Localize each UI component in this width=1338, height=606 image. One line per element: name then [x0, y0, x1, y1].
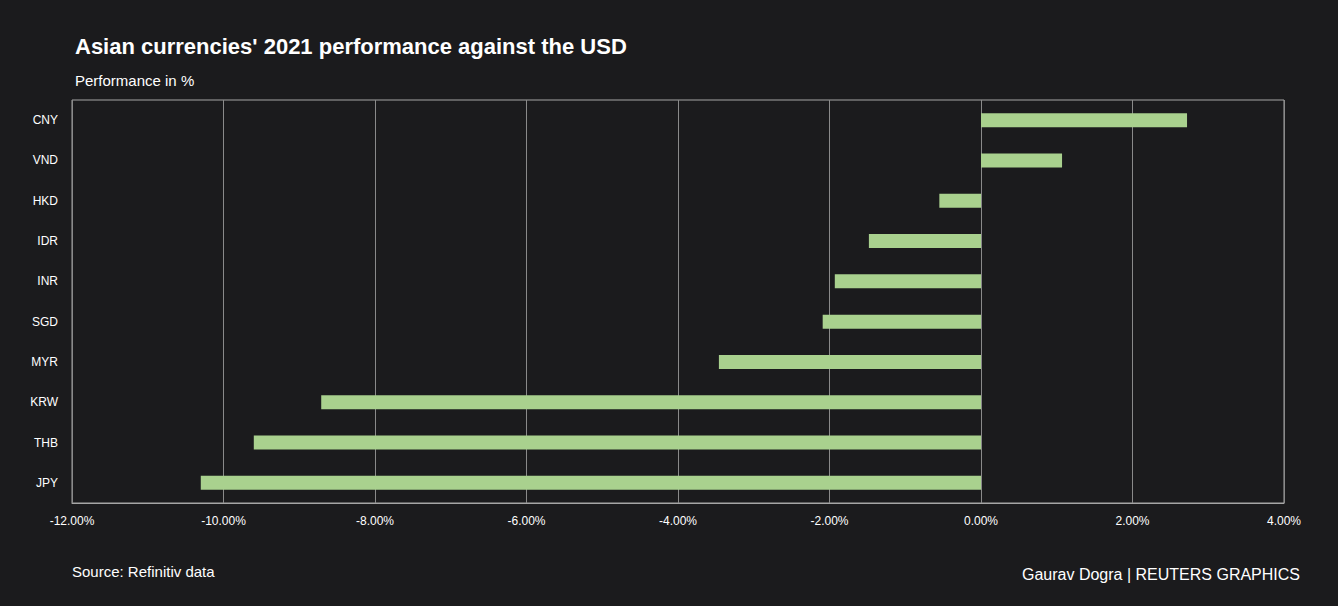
- svg-text:SGD: SGD: [32, 315, 58, 329]
- svg-text:CNY: CNY: [33, 113, 58, 127]
- svg-text:JPY: JPY: [36, 476, 58, 490]
- svg-text:-10.00%: -10.00%: [201, 514, 246, 528]
- svg-text:THB: THB: [34, 436, 58, 450]
- svg-text:2.00%: 2.00%: [1115, 514, 1149, 528]
- svg-text:Performance in %: Performance in %: [75, 72, 194, 89]
- svg-text:-4.00%: -4.00%: [659, 514, 697, 528]
- svg-text:VND: VND: [33, 153, 59, 167]
- svg-text:MYR: MYR: [31, 355, 58, 369]
- svg-text:Source: Refinitiv data: Source: Refinitiv data: [72, 563, 215, 580]
- svg-text:Gaurav Dogra | REUTERS GRAPHIC: Gaurav Dogra | REUTERS GRAPHICS: [1022, 566, 1300, 583]
- svg-text:-6.00%: -6.00%: [507, 514, 545, 528]
- svg-text:0.00%: 0.00%: [964, 514, 998, 528]
- svg-text:Asian currencies' 2021 perform: Asian currencies' 2021 performance again…: [75, 34, 627, 59]
- svg-text:4.00%: 4.00%: [1267, 514, 1301, 528]
- svg-text:INR: INR: [37, 274, 58, 288]
- svg-text:KRW: KRW: [30, 395, 58, 409]
- svg-text:IDR: IDR: [37, 234, 58, 248]
- svg-text:-2.00%: -2.00%: [810, 514, 848, 528]
- svg-text:HKD: HKD: [33, 194, 59, 208]
- svg-text:-12.00%: -12.00%: [50, 514, 95, 528]
- svg-text:-8.00%: -8.00%: [356, 514, 394, 528]
